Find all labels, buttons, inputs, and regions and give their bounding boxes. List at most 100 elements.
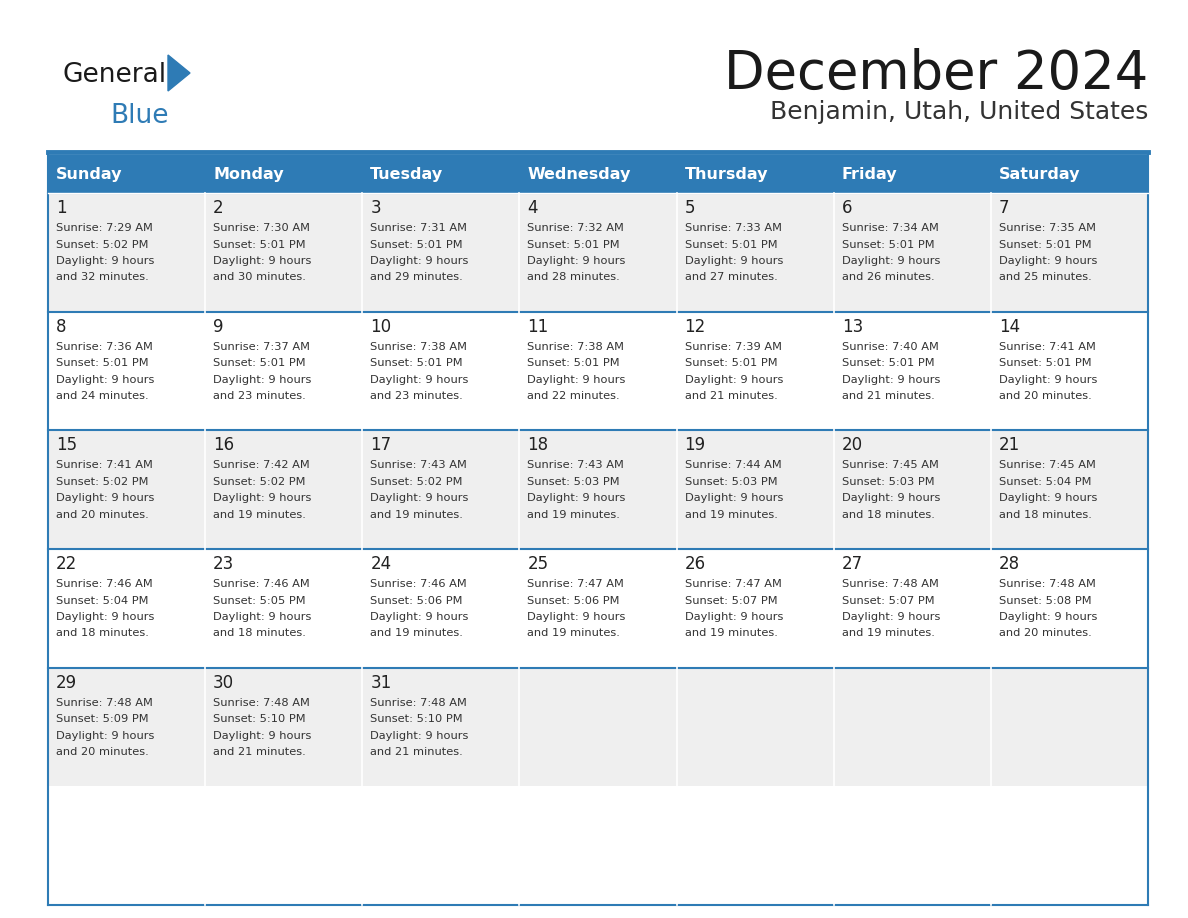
Text: 14: 14 bbox=[999, 318, 1020, 336]
Bar bbox=[519, 667, 677, 787]
Text: and 19 minutes.: and 19 minutes. bbox=[527, 629, 620, 639]
Polygon shape bbox=[168, 55, 190, 91]
Text: Sunrise: 7:35 AM: Sunrise: 7:35 AM bbox=[999, 223, 1095, 233]
Bar bbox=[206, 549, 362, 667]
Bar bbox=[991, 431, 1148, 549]
Text: Daylight: 9 hours: Daylight: 9 hours bbox=[684, 493, 783, 503]
Text: 3: 3 bbox=[371, 199, 381, 217]
Text: General: General bbox=[62, 62, 166, 88]
Bar bbox=[677, 549, 834, 667]
Text: and 29 minutes.: and 29 minutes. bbox=[371, 273, 463, 283]
Text: Sunset: 5:01 PM: Sunset: 5:01 PM bbox=[842, 358, 934, 368]
Text: 5: 5 bbox=[684, 199, 695, 217]
Bar bbox=[834, 193, 991, 312]
Text: Daylight: 9 hours: Daylight: 9 hours bbox=[999, 493, 1098, 503]
Text: Sunset: 5:07 PM: Sunset: 5:07 PM bbox=[842, 596, 934, 606]
Text: Daylight: 9 hours: Daylight: 9 hours bbox=[527, 256, 626, 266]
Bar bbox=[206, 431, 362, 549]
Bar bbox=[48, 312, 206, 431]
Text: and 25 minutes.: and 25 minutes. bbox=[999, 273, 1092, 283]
Text: Sunrise: 7:34 AM: Sunrise: 7:34 AM bbox=[842, 223, 939, 233]
Text: Sunset: 5:02 PM: Sunset: 5:02 PM bbox=[371, 476, 463, 487]
Text: and 18 minutes.: and 18 minutes. bbox=[213, 629, 307, 639]
Text: Sunset: 5:01 PM: Sunset: 5:01 PM bbox=[56, 358, 148, 368]
Bar bbox=[991, 549, 1148, 667]
Text: and 19 minutes.: and 19 minutes. bbox=[527, 509, 620, 520]
Text: 10: 10 bbox=[371, 318, 391, 336]
Text: Daylight: 9 hours: Daylight: 9 hours bbox=[371, 612, 468, 622]
Text: Sunset: 5:10 PM: Sunset: 5:10 PM bbox=[371, 714, 463, 724]
Bar bbox=[206, 667, 362, 787]
Text: Sunset: 5:01 PM: Sunset: 5:01 PM bbox=[371, 240, 463, 250]
Text: Sunrise: 7:48 AM: Sunrise: 7:48 AM bbox=[56, 698, 153, 708]
Text: Daylight: 9 hours: Daylight: 9 hours bbox=[213, 612, 311, 622]
Text: and 23 minutes.: and 23 minutes. bbox=[371, 391, 463, 401]
Text: Daylight: 9 hours: Daylight: 9 hours bbox=[56, 493, 154, 503]
Text: and 21 minutes.: and 21 minutes. bbox=[842, 391, 935, 401]
Text: Daylight: 9 hours: Daylight: 9 hours bbox=[213, 731, 311, 741]
Text: 22: 22 bbox=[56, 555, 77, 573]
Text: Daylight: 9 hours: Daylight: 9 hours bbox=[684, 612, 783, 622]
Text: Friday: Friday bbox=[842, 166, 897, 182]
Text: and 21 minutes.: and 21 minutes. bbox=[213, 747, 305, 757]
Text: Daylight: 9 hours: Daylight: 9 hours bbox=[842, 256, 940, 266]
Bar bbox=[991, 667, 1148, 787]
Text: Tuesday: Tuesday bbox=[371, 166, 443, 182]
Text: Sunset: 5:07 PM: Sunset: 5:07 PM bbox=[684, 596, 777, 606]
Text: 28: 28 bbox=[999, 555, 1020, 573]
Text: 12: 12 bbox=[684, 318, 706, 336]
Text: Benjamin, Utah, United States: Benjamin, Utah, United States bbox=[770, 100, 1148, 124]
Text: Wednesday: Wednesday bbox=[527, 166, 631, 182]
Text: Sunrise: 7:43 AM: Sunrise: 7:43 AM bbox=[527, 460, 625, 470]
Bar bbox=[519, 155, 677, 193]
Text: Daylight: 9 hours: Daylight: 9 hours bbox=[56, 375, 154, 385]
Text: 16: 16 bbox=[213, 436, 234, 454]
Text: Sunset: 5:04 PM: Sunset: 5:04 PM bbox=[56, 596, 148, 606]
Text: Sunrise: 7:36 AM: Sunrise: 7:36 AM bbox=[56, 341, 153, 352]
Bar bbox=[48, 155, 206, 193]
Text: Sunset: 5:01 PM: Sunset: 5:01 PM bbox=[684, 358, 777, 368]
Text: Sunset: 5:01 PM: Sunset: 5:01 PM bbox=[527, 358, 620, 368]
Text: Sunset: 5:01 PM: Sunset: 5:01 PM bbox=[999, 240, 1092, 250]
Text: Sunset: 5:10 PM: Sunset: 5:10 PM bbox=[213, 714, 305, 724]
Bar bbox=[362, 193, 519, 312]
Bar bbox=[519, 193, 677, 312]
Text: Sunset: 5:06 PM: Sunset: 5:06 PM bbox=[371, 596, 463, 606]
Bar bbox=[519, 312, 677, 431]
Text: 6: 6 bbox=[842, 199, 852, 217]
Text: and 19 minutes.: and 19 minutes. bbox=[684, 509, 777, 520]
Text: Daylight: 9 hours: Daylight: 9 hours bbox=[842, 375, 940, 385]
Text: 27: 27 bbox=[842, 555, 862, 573]
Text: Sunset: 5:03 PM: Sunset: 5:03 PM bbox=[684, 476, 777, 487]
Bar bbox=[206, 193, 362, 312]
Text: Sunday: Sunday bbox=[56, 166, 122, 182]
Text: and 32 minutes.: and 32 minutes. bbox=[56, 273, 148, 283]
Bar bbox=[362, 549, 519, 667]
Text: 19: 19 bbox=[684, 436, 706, 454]
Text: Daylight: 9 hours: Daylight: 9 hours bbox=[684, 375, 783, 385]
Text: Sunset: 5:01 PM: Sunset: 5:01 PM bbox=[213, 240, 305, 250]
Bar bbox=[991, 193, 1148, 312]
Text: Sunrise: 7:38 AM: Sunrise: 7:38 AM bbox=[527, 341, 625, 352]
Text: 18: 18 bbox=[527, 436, 549, 454]
Bar bbox=[48, 193, 206, 312]
Bar bbox=[519, 549, 677, 667]
Text: and 21 minutes.: and 21 minutes. bbox=[684, 391, 777, 401]
Text: 11: 11 bbox=[527, 318, 549, 336]
Bar bbox=[48, 667, 206, 787]
Text: Sunrise: 7:33 AM: Sunrise: 7:33 AM bbox=[684, 223, 782, 233]
Bar bbox=[362, 431, 519, 549]
Bar bbox=[519, 431, 677, 549]
Text: Sunset: 5:01 PM: Sunset: 5:01 PM bbox=[842, 240, 934, 250]
Text: and 24 minutes.: and 24 minutes. bbox=[56, 391, 148, 401]
Text: 8: 8 bbox=[56, 318, 67, 336]
Text: Blue: Blue bbox=[110, 103, 169, 129]
Text: 13: 13 bbox=[842, 318, 862, 336]
Bar bbox=[362, 155, 519, 193]
Text: Sunrise: 7:42 AM: Sunrise: 7:42 AM bbox=[213, 460, 310, 470]
Text: and 19 minutes.: and 19 minutes. bbox=[842, 629, 935, 639]
Text: Sunset: 5:03 PM: Sunset: 5:03 PM bbox=[527, 476, 620, 487]
Text: Sunrise: 7:46 AM: Sunrise: 7:46 AM bbox=[371, 579, 467, 589]
Text: and 23 minutes.: and 23 minutes. bbox=[213, 391, 305, 401]
Text: Daylight: 9 hours: Daylight: 9 hours bbox=[842, 612, 940, 622]
